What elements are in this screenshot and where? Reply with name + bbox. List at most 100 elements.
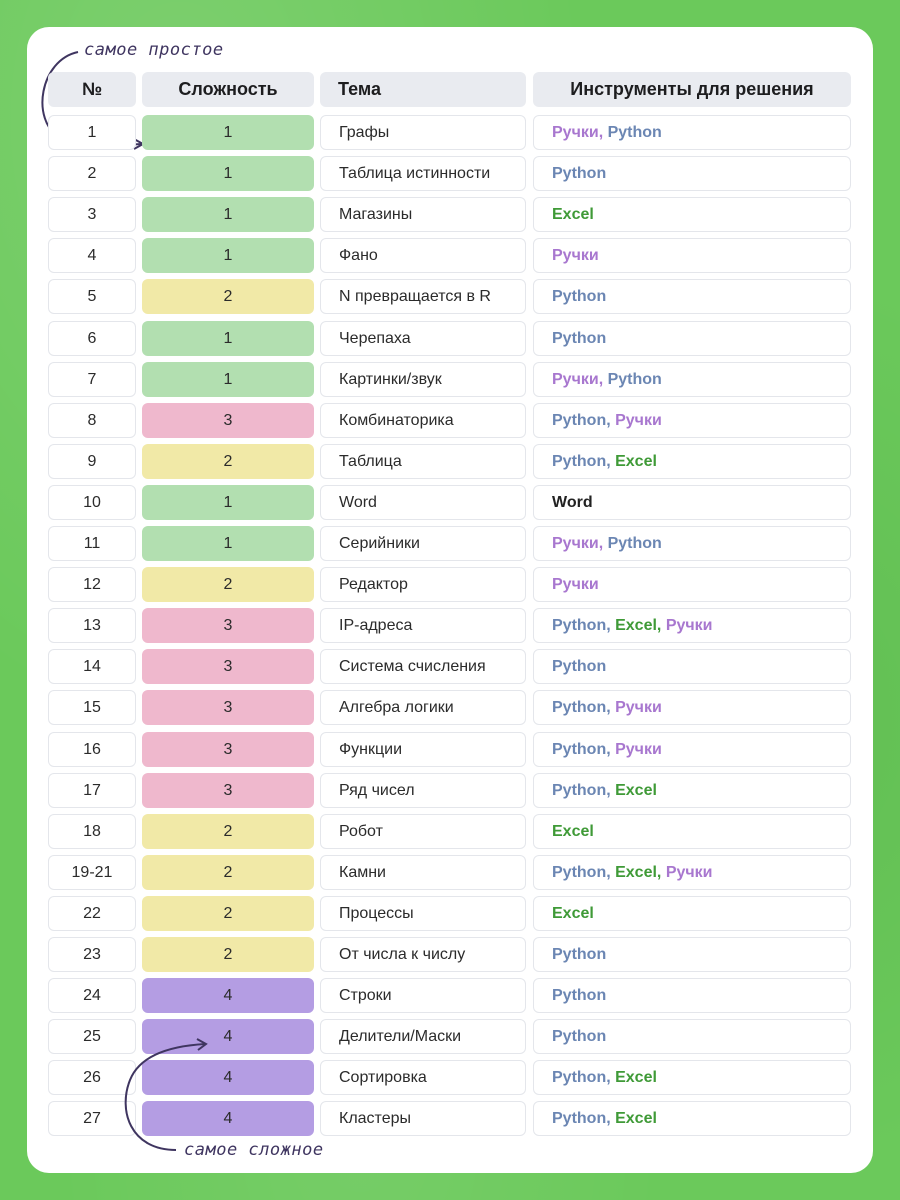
tools-cell: Python [533, 937, 851, 972]
difficulty-badge: 4 [142, 1101, 314, 1136]
topic-cell: Ряд чисел [320, 773, 526, 808]
tool-label: Python [552, 329, 607, 347]
tool-label: Ручки [552, 246, 599, 264]
row-number: 26 [48, 1060, 136, 1095]
tools-cell: Python, Excel [533, 1060, 851, 1095]
tool-label: Python [552, 452, 607, 470]
tool-label: Ручки [665, 863, 713, 881]
tools-cell: Python, Excel [533, 1101, 851, 1136]
difficulty-badge: 4 [142, 978, 314, 1013]
tools-cell: Ручки [533, 238, 851, 273]
tools-cell: Ручки, Python [533, 362, 851, 397]
tools-cell: Python, Ручки [533, 690, 851, 725]
tool-label: Ручки [665, 616, 713, 634]
tool-separator: , [606, 1068, 616, 1086]
difficulty-badge: 1 [142, 321, 314, 356]
tool-separator: , [656, 616, 666, 634]
tool-label: Python [552, 945, 607, 963]
row-number: 1 [48, 115, 136, 150]
topic-cell: Word [320, 485, 526, 520]
row-number: 9 [48, 444, 136, 479]
topic-cell: Система счисления [320, 649, 526, 684]
difficulty-badge: 3 [142, 608, 314, 643]
tool-label: Excel [552, 205, 594, 223]
header-difficulty: Сложность [142, 72, 314, 107]
tool-separator: , [606, 411, 616, 429]
tool-label: Excel [552, 822, 594, 840]
row-number: 10 [48, 485, 136, 520]
row-number: 22 [48, 896, 136, 931]
tool-label: Python [552, 781, 607, 799]
tool-label: Python [552, 287, 607, 305]
difficulty-badge: 1 [142, 156, 314, 191]
tool-label: Python [552, 698, 607, 716]
topic-cell: Алгебра логики [320, 690, 526, 725]
tools-cell: Ручки, Python [533, 526, 851, 561]
tool-label: Python [552, 164, 607, 182]
difficulty-badge: 2 [142, 444, 314, 479]
tool-label: Excel [615, 781, 657, 799]
tool-label: Python [552, 1027, 607, 1045]
tools-cell: Ручки [533, 567, 851, 602]
tool-label: Python [607, 370, 662, 388]
difficulty-badge: 1 [142, 115, 314, 150]
row-number: 7 [48, 362, 136, 397]
difficulty-badge: 1 [142, 197, 314, 232]
tool-separator: , [606, 863, 616, 881]
tool-label: Excel [615, 1109, 657, 1127]
topic-cell: Процессы [320, 896, 526, 931]
tool-label: Python [552, 411, 607, 429]
topic-cell: Строки [320, 978, 526, 1013]
row-number: 13 [48, 608, 136, 643]
topic-cell: Черепаха [320, 321, 526, 356]
topic-cell: Магазины [320, 197, 526, 232]
hardest-annotation: самое сложное [184, 1140, 324, 1160]
header-tools: Инструменты для решения [533, 72, 851, 107]
difficulty-badge: 2 [142, 855, 314, 890]
topic-cell: От числа к числу [320, 937, 526, 972]
tool-label: Excel [615, 863, 657, 881]
tools-cell: Python [533, 279, 851, 314]
row-number: 6 [48, 321, 136, 356]
tools-cell: Excel [533, 197, 851, 232]
topic-cell: Таблица [320, 444, 526, 479]
tool-separator: , [606, 781, 616, 799]
tool-label: Python [552, 657, 607, 675]
tool-label: Ручки [615, 411, 662, 429]
tool-label: Python [552, 863, 607, 881]
tools-cell: Excel [533, 896, 851, 931]
tool-separator: , [606, 616, 616, 634]
tool-label: Ручки [552, 534, 599, 552]
tool-label: Ручки [615, 698, 662, 716]
tool-label: Ручки [615, 740, 662, 758]
difficulty-badge: 1 [142, 362, 314, 397]
topic-cell: Робот [320, 814, 526, 849]
tool-label: Python [552, 1109, 607, 1127]
tool-separator: , [656, 863, 666, 881]
row-number: 19-21 [48, 855, 136, 890]
difficulty-badge: 2 [142, 814, 314, 849]
row-number: 4 [48, 238, 136, 273]
difficulty-badge: 2 [142, 896, 314, 931]
difficulty-badge: 4 [142, 1060, 314, 1095]
topic-cell: Серийники [320, 526, 526, 561]
topic-cell: Таблица истинности [320, 156, 526, 191]
tool-label: Ручки [552, 575, 599, 593]
row-number: 23 [48, 937, 136, 972]
row-number: 18 [48, 814, 136, 849]
tools-cell: Word [533, 485, 851, 520]
tool-separator: , [606, 698, 616, 716]
header-topic: Тема [320, 72, 526, 107]
tool-separator: , [598, 534, 608, 552]
difficulty-badge: 3 [142, 403, 314, 438]
row-number: 8 [48, 403, 136, 438]
tool-label: Word [552, 493, 593, 511]
difficulty-badge: 1 [142, 238, 314, 273]
row-number: 24 [48, 978, 136, 1013]
topic-cell: Делители/Маски [320, 1019, 526, 1054]
row-number: 2 [48, 156, 136, 191]
difficulty-badge: 2 [142, 567, 314, 602]
difficulty-badge: 3 [142, 690, 314, 725]
tools-cell: Ручки, Python [533, 115, 851, 150]
topic-cell: Функции [320, 732, 526, 767]
